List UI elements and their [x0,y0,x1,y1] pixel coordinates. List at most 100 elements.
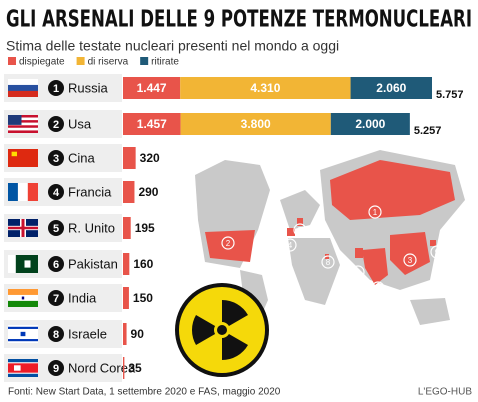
value-label: 1.457 [137,117,167,131]
rank-badge [48,326,64,342]
rank: 9 [53,363,59,375]
map-badge [371,281,385,295]
rank-badge [48,150,64,166]
country-label: Francia [68,184,112,199]
bar-segment [350,77,432,99]
value-label: 2.000 [355,117,385,131]
country-label: Israele [68,326,107,341]
flag [8,289,38,296]
rank: 8 [53,329,59,341]
rank: 1 [53,83,59,95]
bar-segment [123,357,125,379]
value-label: 35 [128,361,142,375]
flag [8,183,19,201]
flag [8,255,17,273]
map-rank: 8 [326,258,331,267]
rank-badge [48,360,64,376]
map-badge [283,238,297,252]
flag [14,365,21,371]
map-rank: 2 [226,239,231,248]
value-label: 2.060 [376,81,406,95]
flag [17,183,29,201]
chart-title: GLI ARSENALI DELLE 9 POTENZE TERMONUCLEA… [6,7,472,33]
bar-segment [123,323,127,345]
country-label: Cina [68,150,96,165]
map-rank: 6 [356,268,361,277]
map-badge [368,205,382,219]
map-badge [221,236,235,250]
bar-segment [123,181,135,203]
map-badge [430,245,444,259]
rank-badge [48,220,64,236]
flag [11,151,17,157]
total-label: 5.257 [414,125,442,137]
country-label: India [68,290,97,305]
legend-swatch [140,57,149,65]
bar-segment [180,113,331,135]
bar-segment [330,113,410,135]
flag [20,331,26,337]
bar-segment [123,287,129,309]
credit: L'EGO-HUB [418,387,472,398]
flag [8,300,38,307]
value-label: 195 [135,221,155,235]
map-rank: 5 [298,226,303,235]
rank-badge [48,80,64,96]
flag [21,219,25,237]
flag [8,120,38,123]
rank-badge [48,116,64,132]
rank: 4 [53,187,60,199]
legend-swatch [76,57,85,65]
rank: 2 [53,119,59,131]
map-badge [293,223,307,237]
flag [8,115,22,125]
map-rank: 7 [376,284,381,293]
map-rank: 9 [435,248,440,257]
map-rank: 1 [373,208,378,217]
value-label: 3.800 [241,117,271,131]
country-label: Russia [68,80,109,95]
source: Fonti: New Start Data, 1 settembre 2020 … [8,387,281,398]
map-badge [321,255,335,269]
rank-badge [48,184,64,200]
bar-segment [123,217,131,239]
map-badge [351,265,365,279]
flag [8,79,38,86]
country-label: Nord Corea [68,360,136,375]
bar-segment [123,113,181,135]
flag [8,117,38,121]
bar-segment [123,147,136,169]
value-label: 1.447 [137,81,167,95]
legend-label: dispiegate [19,57,65,68]
legend-swatch [8,57,16,65]
rank: 3 [53,153,59,165]
map-rank: 3 [408,256,413,265]
map-badge [403,253,417,267]
highlighted-countries [205,160,455,285]
flag [8,127,38,131]
map-rank: 4 [288,241,293,250]
flag [8,363,38,373]
flag [21,296,25,300]
flag [8,125,38,128]
bar-segment [123,77,181,99]
total-label: 5.757 [436,89,464,101]
flag [8,339,38,342]
flag [8,122,38,126]
rank: 6 [53,259,59,271]
flag [8,130,38,133]
flag [8,326,38,329]
rank: 5 [53,223,59,235]
value-label: 150 [133,291,153,305]
value-label: 160 [133,257,153,271]
country-label: Pakistan [68,256,118,271]
value-label: 4.310 [250,81,280,95]
flag [8,115,38,118]
bar-segment [123,253,130,275]
bar-segment [180,77,351,99]
rank: 7 [53,293,59,305]
country-label: Usa [68,116,92,131]
value-label: 290 [138,185,158,199]
flag [27,183,38,201]
